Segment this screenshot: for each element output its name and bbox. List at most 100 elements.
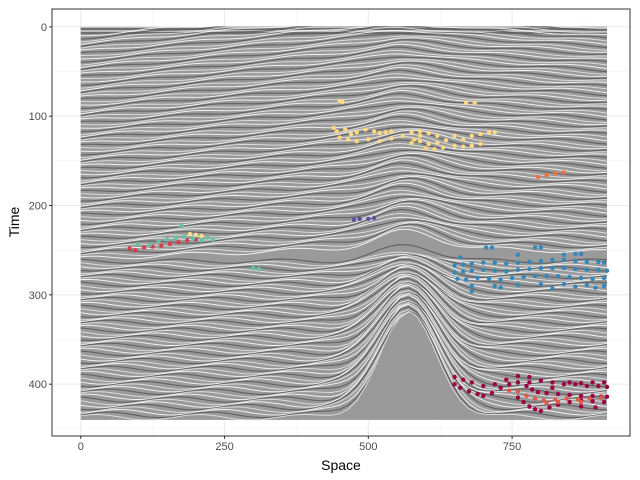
data-point bbox=[584, 259, 590, 264]
seismic-reflector bbox=[80, 26, 607, 49]
panel-border bbox=[51, 8, 631, 437]
seismic-reflector bbox=[80, 69, 608, 100]
data-point bbox=[553, 171, 558, 176]
data-point bbox=[538, 408, 544, 414]
data-point bbox=[532, 396, 538, 401]
data-point bbox=[409, 130, 414, 135]
data-point bbox=[555, 273, 561, 279]
data-point bbox=[498, 385, 503, 390]
data-point bbox=[573, 382, 578, 387]
data-point bbox=[371, 215, 377, 221]
seismic-reflector bbox=[80, 300, 608, 396]
data-point bbox=[604, 384, 610, 390]
seismic-reflector bbox=[80, 282, 608, 349]
data-point bbox=[452, 382, 457, 387]
data-point bbox=[567, 274, 572, 280]
data-point bbox=[463, 277, 469, 282]
data-point bbox=[426, 131, 431, 136]
data-point bbox=[515, 260, 521, 265]
data-point bbox=[251, 265, 256, 271]
data-point bbox=[573, 266, 578, 272]
seismic-reflector bbox=[80, 222, 608, 253]
data-point bbox=[159, 243, 164, 248]
seismic-reflector bbox=[80, 311, 608, 411]
series-5 bbox=[187, 231, 204, 239]
seismic-reflector bbox=[80, 309, 608, 406]
data-point bbox=[432, 147, 437, 152]
seismic-reflector bbox=[80, 283, 608, 344]
data-point bbox=[573, 284, 578, 289]
data-point bbox=[133, 248, 138, 253]
data-point bbox=[334, 129, 339, 134]
seismic-reflector bbox=[80, 264, 608, 305]
data-point bbox=[561, 281, 567, 287]
series-0 bbox=[331, 98, 497, 152]
seismic-reflector bbox=[80, 41, 607, 72]
data-point bbox=[550, 385, 555, 390]
data-point bbox=[366, 216, 371, 222]
data-point bbox=[452, 374, 457, 380]
data-point bbox=[210, 237, 216, 242]
data-point bbox=[484, 245, 489, 250]
data-point bbox=[590, 276, 595, 281]
data-point bbox=[127, 246, 132, 251]
seismic-reflector bbox=[80, 311, 608, 408]
data-point bbox=[596, 259, 601, 264]
seismic-reflector bbox=[80, 264, 608, 298]
seismic-reflector bbox=[80, 282, 608, 346]
seismic-reflector bbox=[80, 220, 608, 251]
seismic-reflector bbox=[80, 32, 608, 63]
data-point bbox=[167, 241, 173, 247]
data-point bbox=[561, 170, 567, 175]
seismic-reflector bbox=[80, 126, 608, 156]
data-point bbox=[553, 397, 558, 402]
seismic-reflector bbox=[80, 306, 608, 403]
data-point bbox=[417, 133, 423, 138]
seismic-reflector bbox=[80, 310, 608, 419]
seismic-reflector bbox=[80, 151, 608, 182]
seismic-reflector bbox=[80, 103, 608, 133]
data-point bbox=[354, 130, 359, 135]
data-point bbox=[527, 266, 532, 272]
seismic-reflector bbox=[80, 292, 608, 370]
seismic-reflector bbox=[80, 113, 608, 143]
data-point bbox=[377, 131, 382, 136]
seismic-reflector bbox=[80, 223, 608, 255]
data-point bbox=[440, 145, 446, 150]
data-point bbox=[535, 174, 541, 180]
data-point bbox=[409, 140, 414, 146]
seismic-reflector bbox=[80, 62, 608, 94]
data-point bbox=[351, 217, 357, 222]
data-point bbox=[492, 260, 497, 265]
data-point bbox=[492, 268, 497, 273]
data-point bbox=[179, 223, 184, 229]
seismic-reflector bbox=[80, 263, 608, 303]
seismic-reflector bbox=[80, 302, 608, 390]
data-point bbox=[164, 237, 170, 242]
data-point bbox=[481, 393, 486, 398]
seismic-reflector bbox=[80, 196, 608, 225]
data-point bbox=[489, 390, 495, 396]
data-point bbox=[435, 133, 440, 138]
data-point bbox=[371, 129, 377, 134]
seismic-reflector bbox=[80, 199, 608, 230]
data-point bbox=[136, 241, 141, 247]
data-point bbox=[547, 405, 552, 410]
data-point bbox=[578, 399, 584, 405]
seismic-reflector bbox=[80, 290, 608, 360]
data-point bbox=[187, 231, 193, 237]
seismic-reflector bbox=[80, 153, 608, 184]
data-point bbox=[481, 383, 486, 389]
data-point bbox=[354, 139, 359, 144]
y-tick-label: 200 bbox=[29, 201, 47, 213]
seismic-reflector bbox=[80, 142, 608, 172]
data-point bbox=[346, 137, 351, 142]
seismic-reflector bbox=[80, 272, 608, 326]
seismic-reflector bbox=[80, 35, 608, 66]
seismic-reflector bbox=[80, 149, 608, 179]
data-point bbox=[461, 269, 466, 274]
data-point bbox=[527, 374, 532, 380]
data-point bbox=[455, 276, 460, 281]
data-point bbox=[478, 131, 483, 137]
seismic-reflector bbox=[80, 273, 608, 321]
